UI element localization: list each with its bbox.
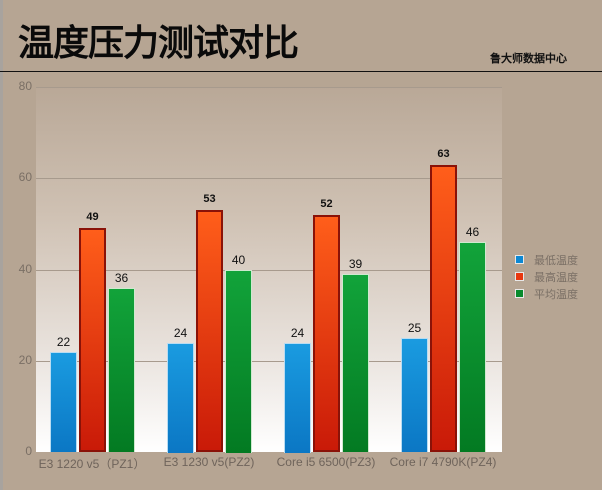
bar-value-label: 25: [407, 321, 422, 335]
legend-label: 最高温度: [534, 270, 578, 284]
bar-max: [313, 215, 340, 452]
bar-value-label: 46: [465, 225, 480, 239]
bar-value-label: 39: [348, 257, 363, 271]
x-category-label: E3 1230 v5(PZ2): [163, 455, 255, 469]
gridline: [36, 361, 502, 362]
legend-item-avg: 平均温度: [515, 285, 578, 302]
bar-value-label: 53: [203, 193, 216, 205]
bar-min: [401, 338, 428, 452]
legend-swatch-min: [515, 255, 524, 264]
bar-max: [79, 228, 106, 452]
chart-title: 温度压力测试对比: [18, 23, 299, 64]
legend-swatch-avg: [515, 289, 524, 298]
y-tick-label: 40: [18, 262, 32, 276]
legend-swatch-max: [515, 272, 524, 281]
bar-min: [284, 343, 311, 453]
legend-item-max: 最高温度: [515, 268, 578, 285]
bar-value-label: 52: [320, 198, 333, 210]
y-tick-label: 80: [18, 79, 32, 93]
legend-item-min: 最低温度: [515, 251, 578, 268]
bar-min: [50, 352, 77, 452]
bar-avg: [342, 274, 369, 452]
bar-value-label: 63: [437, 148, 450, 160]
x-category-label: Core i5 6500(PZ3): [276, 455, 376, 469]
x-category-label: E3 1220 v5（PZ1）: [38, 457, 146, 471]
header-divider: [0, 71, 602, 72]
gridline: [36, 87, 502, 88]
bar-avg: [459, 242, 486, 452]
y-tick-label: 20: [18, 353, 32, 367]
bar-value-label: 24: [173, 326, 188, 340]
legend: 最低温度 最高温度 平均温度: [515, 251, 578, 302]
gridline: [36, 178, 502, 179]
bar-max: [196, 210, 223, 452]
gridline: [36, 270, 502, 271]
bar-value-label: 40: [231, 253, 246, 267]
bar-avg: [108, 288, 135, 452]
data-source-label: 鲁大师数据中心: [490, 52, 567, 65]
bar-value-label: 36: [114, 271, 129, 285]
x-category-label: Core i7 4790K(PZ4): [389, 455, 497, 469]
y-tick-label: 0: [25, 444, 32, 458]
legend-label: 平均温度: [534, 287, 578, 301]
legend-label: 最低温度: [534, 253, 578, 267]
bar-value-label: 49: [86, 211, 99, 223]
bar-value-label: 22: [56, 335, 71, 349]
bar-avg: [225, 270, 252, 453]
bar-value-label: 24: [290, 326, 305, 340]
y-tick-label: 60: [18, 170, 32, 184]
left-edge-stripe: [0, 0, 3, 490]
bar-max: [430, 165, 457, 452]
bar-min: [167, 343, 194, 453]
